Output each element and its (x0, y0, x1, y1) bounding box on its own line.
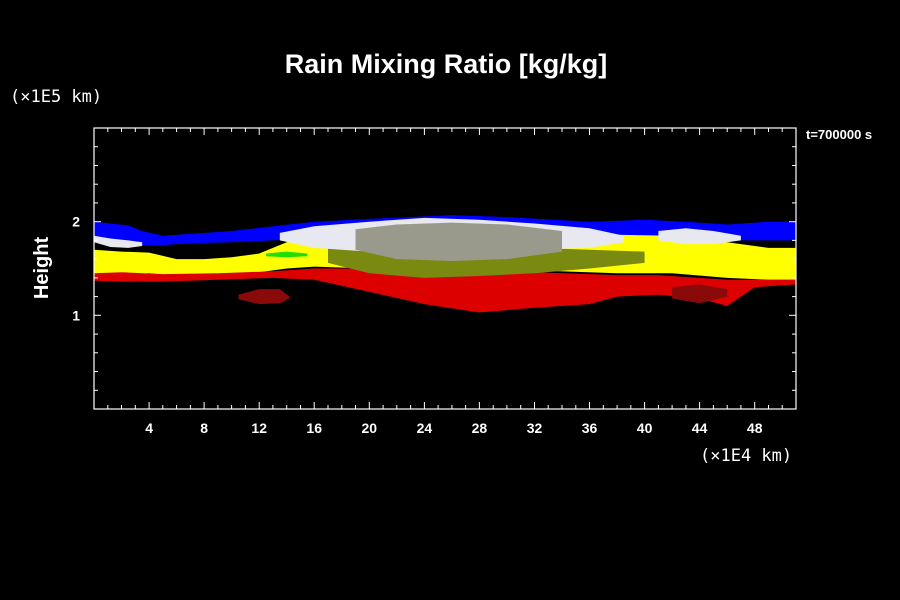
layer-cloud-core-gray (355, 222, 562, 261)
layer-red-blob-left (238, 289, 290, 305)
x-unit-label: (×1E4 km) (700, 446, 792, 466)
x-tick-label: 28 (472, 420, 488, 436)
y-unit-label: (×1E5 km) (10, 87, 102, 107)
x-tick-label: 16 (306, 420, 322, 436)
layer-green-edge (266, 251, 308, 258)
layer-left-white-patch (94, 235, 143, 248)
x-tick-labels: 4 8 12 16 20 24 28 32 36 40 44 48 (145, 420, 762, 436)
layer-red-band (94, 268, 796, 313)
y-tick-label: 2 (72, 214, 80, 230)
plot-layers (94, 215, 796, 313)
x-tick-label: 20 (362, 420, 378, 436)
x-tick-label: 44 (692, 420, 708, 436)
time-annotation: t=700000 s (806, 127, 872, 142)
plot-frame (93, 127, 797, 410)
chart-title: Rain Mixing Ratio [kg/kg] (285, 49, 608, 79)
layer-right-white-patch (658, 228, 741, 245)
axis-ticks (94, 128, 796, 409)
x-tick-label: 36 (582, 420, 598, 436)
x-tick-label: 24 (417, 420, 433, 436)
x-tick-label: 48 (747, 420, 763, 436)
x-tick-label: 32 (527, 420, 543, 436)
x-tick-label: 40 (637, 420, 653, 436)
x-tick-label: 12 (251, 420, 267, 436)
y-tick-label: 1 (72, 307, 80, 323)
x-tick-label: 4 (145, 420, 153, 436)
y-tick-labels: 12 (72, 214, 80, 324)
y-axis-label: Height (31, 237, 53, 300)
layer-red-blob-right (672, 284, 728, 304)
x-tick-label: 8 (200, 420, 208, 436)
